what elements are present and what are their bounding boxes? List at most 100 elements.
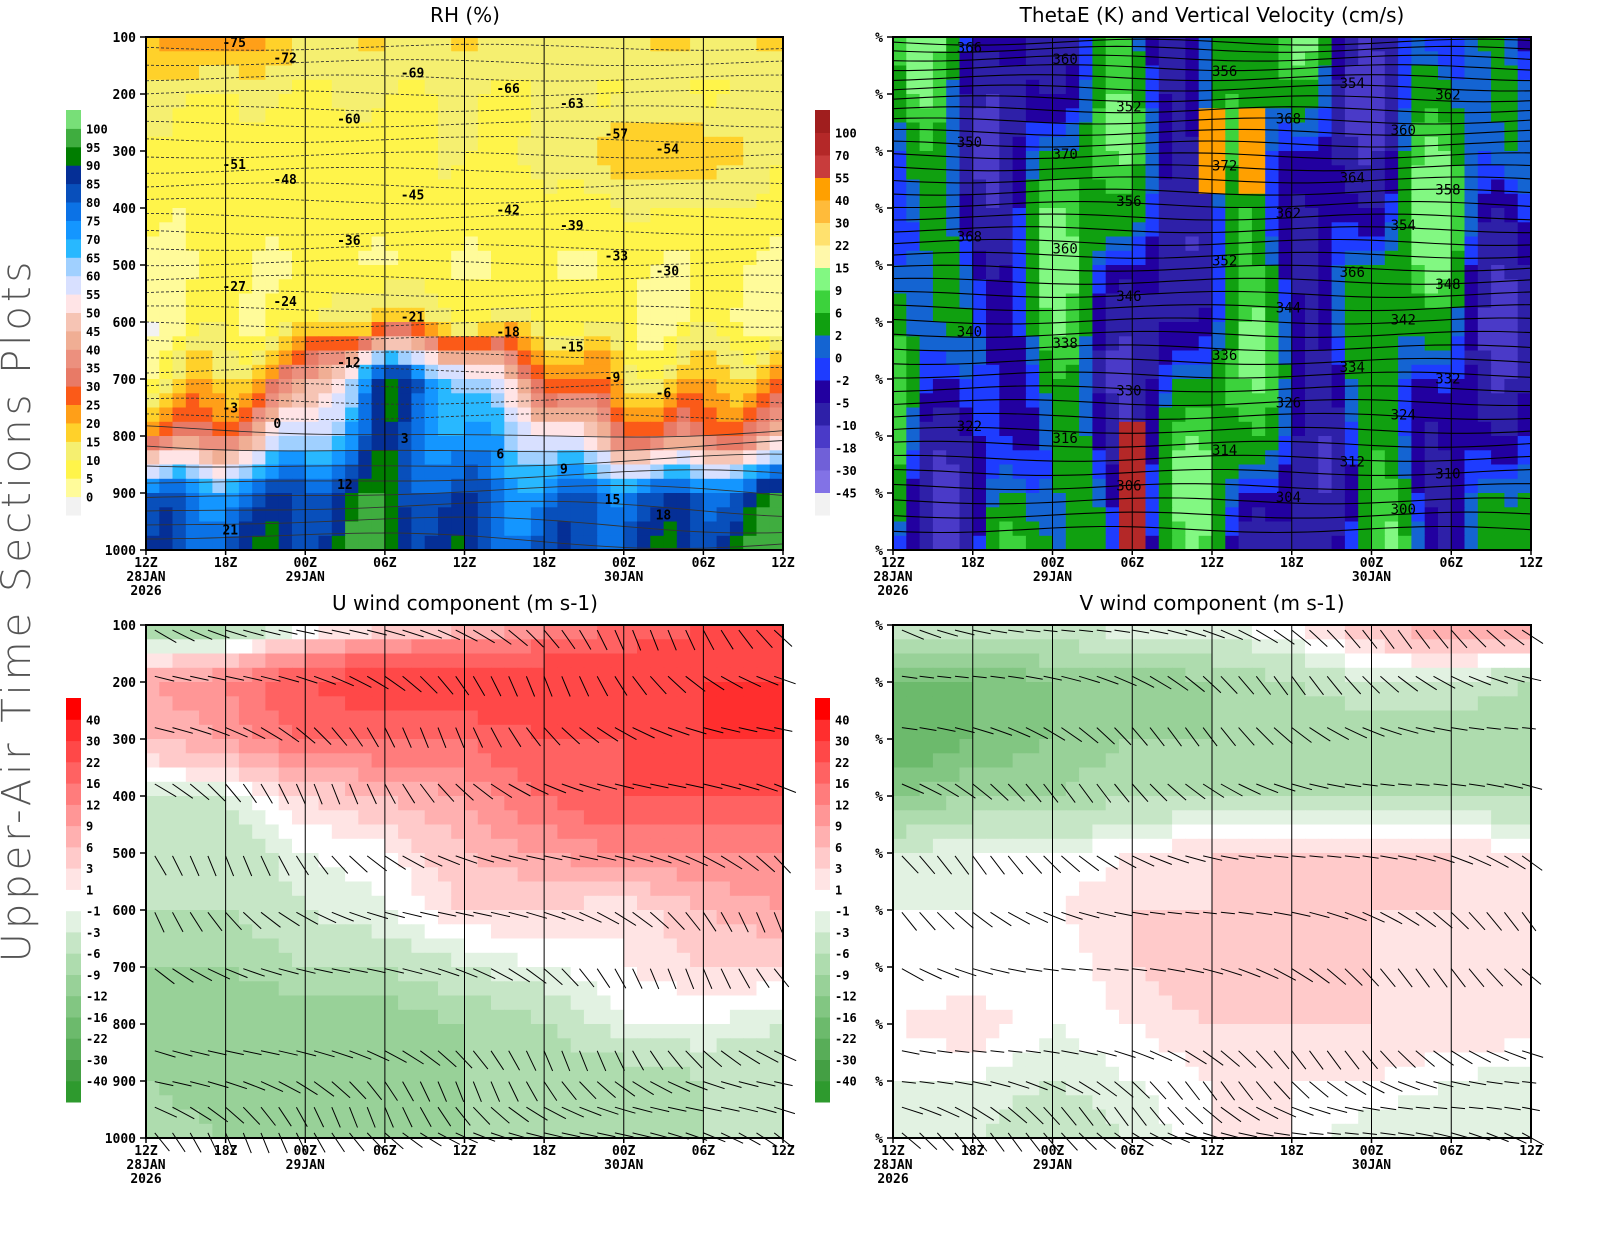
field-cell bbox=[1158, 421, 1173, 437]
field-cell bbox=[1305, 407, 1319, 423]
field-cell bbox=[597, 739, 612, 754]
field-cell bbox=[1305, 108, 1319, 124]
field-cell bbox=[1477, 364, 1492, 380]
field-cell bbox=[972, 222, 987, 238]
field-cell bbox=[517, 279, 532, 295]
field-cell bbox=[199, 379, 213, 394]
field-cell bbox=[1331, 336, 1346, 352]
field-cell bbox=[371, 810, 386, 826]
field-cell bbox=[623, 639, 638, 655]
field-cell bbox=[1092, 379, 1107, 394]
field-cell bbox=[676, 450, 691, 466]
field-cell bbox=[1225, 350, 1240, 366]
field-cell bbox=[305, 165, 320, 181]
field-cell bbox=[906, 464, 921, 480]
field-cell bbox=[999, 521, 1014, 537]
field-cell bbox=[491, 507, 505, 523]
field-cell bbox=[159, 493, 174, 508]
field-cell bbox=[212, 51, 227, 67]
field-cell bbox=[464, 193, 479, 209]
field-cell bbox=[1504, 336, 1519, 352]
field-cell bbox=[424, 696, 439, 712]
field-cell bbox=[1105, 65, 1120, 81]
field-cell bbox=[756, 236, 771, 252]
field-cell bbox=[477, 393, 492, 409]
field-cell bbox=[1291, 350, 1306, 366]
field-cell bbox=[610, 938, 625, 954]
field-cell bbox=[212, 208, 227, 223]
field-cell bbox=[946, 208, 961, 223]
field-cell bbox=[438, 952, 452, 968]
field-cell bbox=[491, 838, 505, 854]
field-cell bbox=[570, 151, 585, 166]
field-cell bbox=[1052, 493, 1067, 508]
field-cell bbox=[265, 450, 280, 466]
field-cell bbox=[517, 65, 532, 81]
field-cell bbox=[1477, 535, 1492, 551]
field-cell bbox=[676, 464, 691, 480]
field-cell bbox=[544, 853, 558, 868]
field-cell bbox=[946, 436, 961, 451]
field-cell bbox=[504, 753, 519, 769]
field-cell bbox=[1318, 379, 1333, 394]
field-cell bbox=[252, 94, 267, 109]
field-cell bbox=[1039, 94, 1054, 109]
field-cell bbox=[716, 407, 731, 423]
field-cell bbox=[464, 924, 479, 940]
field-cell bbox=[1451, 79, 1466, 95]
field-cell bbox=[384, 450, 399, 466]
field-cell bbox=[1039, 37, 1054, 52]
field-cell bbox=[756, 895, 771, 911]
field-cell bbox=[1305, 322, 1319, 337]
field-cell bbox=[1251, 179, 1266, 195]
field-cell bbox=[716, 781, 731, 797]
field-cell bbox=[292, 796, 306, 811]
field-cell bbox=[1331, 222, 1346, 238]
field-cell bbox=[331, 79, 346, 95]
field-cell bbox=[199, 108, 213, 124]
field-cell bbox=[1238, 521, 1253, 537]
field-cell bbox=[305, 350, 320, 366]
field-cell bbox=[146, 810, 160, 826]
field-cell bbox=[238, 667, 253, 683]
field-cell bbox=[1371, 79, 1386, 95]
field-cell bbox=[1305, 193, 1319, 209]
colorbar-label: -2 bbox=[835, 374, 849, 388]
field-cell bbox=[1477, 151, 1492, 166]
field-cell bbox=[1092, 322, 1107, 337]
field-cell bbox=[1238, 136, 1253, 152]
field-cell bbox=[1105, 37, 1120, 52]
field-cell bbox=[1212, 493, 1226, 508]
field-cell bbox=[557, 781, 572, 797]
field-cell bbox=[756, 682, 771, 697]
thetae-label: 310 bbox=[1435, 466, 1460, 482]
field-cell bbox=[1331, 179, 1346, 195]
field-cell bbox=[1305, 79, 1319, 95]
field-cell bbox=[1491, 407, 1505, 423]
field-cell bbox=[212, 838, 227, 854]
field-cell bbox=[451, 696, 466, 712]
field-cell bbox=[650, 696, 665, 712]
field-cell bbox=[544, 938, 558, 954]
field-cell bbox=[544, 421, 558, 437]
colorbar-label: 70 bbox=[86, 233, 100, 247]
field-cell bbox=[238, 924, 253, 940]
field-cell bbox=[424, 222, 439, 238]
field-cell bbox=[597, 322, 612, 337]
field-cell bbox=[946, 151, 961, 166]
field-cell bbox=[384, 767, 399, 783]
field-cell bbox=[1225, 535, 1240, 551]
field-cell bbox=[1052, 464, 1067, 480]
field-cell bbox=[663, 307, 678, 323]
field-cell bbox=[1092, 65, 1107, 81]
field-cell bbox=[919, 464, 934, 480]
field-cell bbox=[932, 208, 947, 223]
field-cell bbox=[570, 696, 585, 712]
field-cell bbox=[146, 307, 160, 323]
field-cell bbox=[1491, 322, 1505, 337]
field-cell bbox=[1012, 165, 1027, 181]
field-cell bbox=[530, 767, 545, 783]
field-cell bbox=[1132, 493, 1147, 508]
field-cell bbox=[1105, 507, 1120, 523]
field-cell bbox=[557, 767, 572, 783]
